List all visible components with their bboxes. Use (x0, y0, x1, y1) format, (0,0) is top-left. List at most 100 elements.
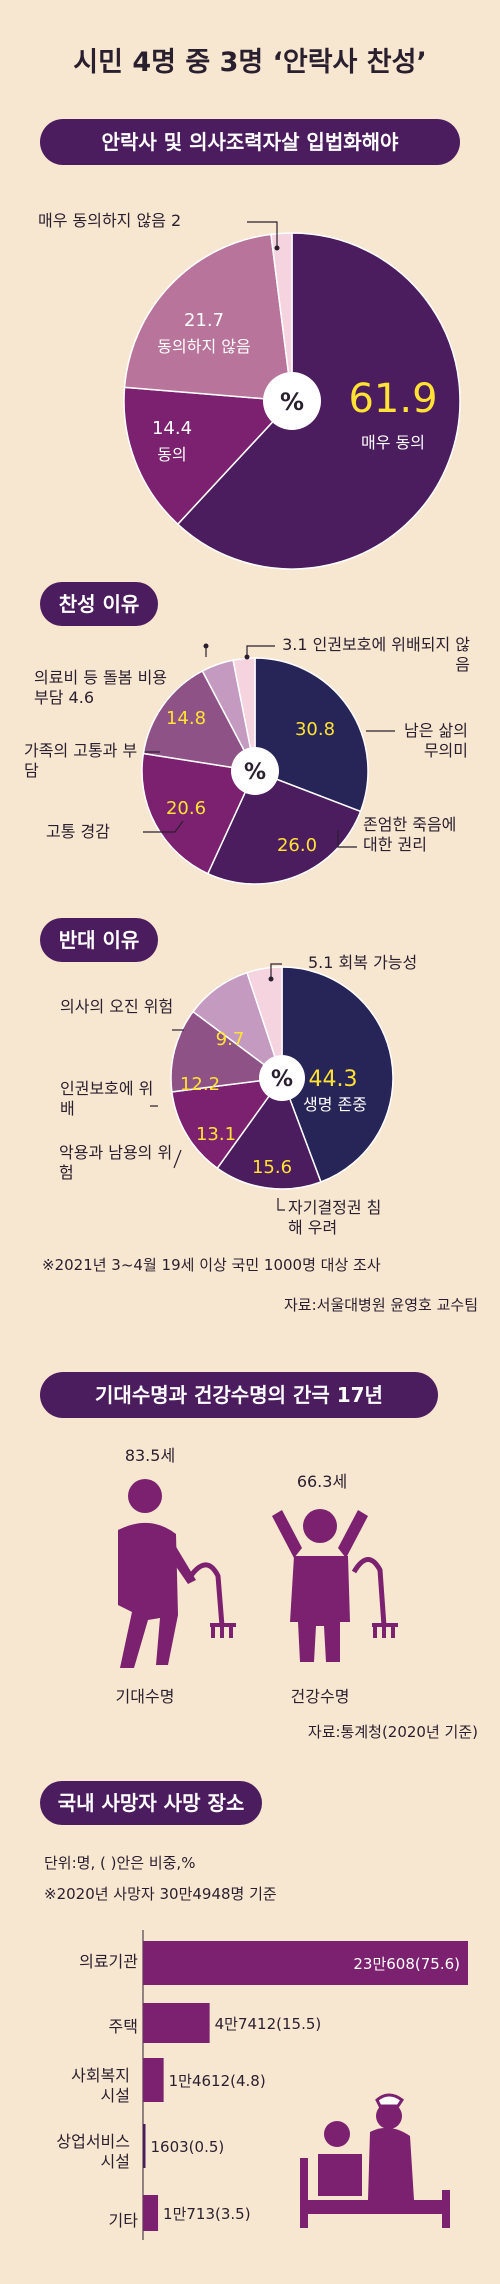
pie3-slice-0 (281, 966, 394, 1183)
pie2-slice-0 (254, 657, 369, 813)
pie1-label-strong-disagree: 매우 동의하지 않음 (38, 211, 166, 230)
pie3-leader-self (277, 1198, 285, 1211)
bar-0 (143, 1941, 468, 1985)
pie3-slice-5 (246, 966, 283, 1079)
pie1-value-very-agree: 61.9 (348, 376, 437, 422)
bar-value-label-2: 1만4612(4.8) (169, 2072, 266, 2090)
bar-1 (143, 2003, 210, 2043)
pie3-slice-1 (216, 1076, 322, 1190)
pie1-value-agree: 14.4 (152, 418, 192, 439)
bar-marks: 23만608(75.6) 4만7412(15.5) 1만4612(4.8) 1603(… (142, 1930, 468, 2240)
pie3-value-misdiag: 9.7 (216, 1029, 245, 1050)
pie2-label-meaningless: 남은 삶의 무의미 (404, 721, 468, 760)
pie1-label-very-agree: 매우 동의 (361, 433, 425, 452)
pie3-value-rights: 12.2 (180, 1074, 220, 1095)
pie2-label-rights: 인권보호에 위배되지 않음 (312, 635, 470, 674)
pie2-slice-2 (141, 752, 257, 875)
elderly-person-icon (118, 1479, 196, 1668)
bar-value-label-0: 23만608(75.6) (353, 1955, 460, 1973)
healthy-person-icon (272, 1509, 368, 1662)
pie1-slice-1 (123, 386, 294, 526)
pie3-recovery: 5.1 회복 가능성 (308, 953, 417, 973)
pie3-label-misdiag: 의사의 오진 위험 (60, 997, 174, 1016)
pie2-slice-3 (142, 669, 257, 772)
bar-value-label-3: 1603(0.5) (151, 2138, 225, 2156)
pie2-value-dignity: 26.0 (277, 835, 317, 856)
bar-category-1: 주택 (108, 2017, 138, 2036)
page-title: 시민 4명 중 3명 ‘안락사 찬성’ (73, 47, 427, 78)
pie3-value-self: 15.6 (252, 1157, 292, 1178)
pie1-leader-dot (274, 245, 280, 251)
pie2-label-pain: 고통 경감 (46, 822, 110, 841)
bar-4 (143, 2195, 159, 2231)
pie2-leader-rights-dot (244, 654, 250, 660)
pie2-value-meaningless: 30.8 (295, 719, 335, 740)
pie1-title: 안락사 및 의사조력자살 입법화해야 (40, 119, 460, 165)
pie2-value-pain: 20.6 (166, 798, 206, 819)
pie2-slice-5 (232, 657, 256, 772)
pie3-label-life: 생명 존중 (303, 1095, 367, 1114)
pie3-slices (170, 966, 394, 1190)
cane-icon-left (185, 1562, 225, 1627)
bar-unit-note: 단위:명, ( )안은 비중,% (44, 1854, 196, 1872)
pie1-value-strong-disagree: 2 (171, 211, 182, 230)
pie3-label-abuse: 악용과 남용의 위험 (59, 1143, 173, 1182)
pie3-slice-3 (170, 1010, 284, 1093)
pie2-value-family: 14.8 (166, 708, 206, 729)
health-expectancy-value: 66.3세 (297, 1472, 347, 1491)
pie3-label-rights: 인권보호에 위배 (60, 1079, 154, 1118)
pie1-leader-strong-disagree (247, 221, 278, 248)
pie3-label-self: 자기결정권 침해 우려 (288, 1198, 382, 1237)
life-figures: 83.5세 66.3세 기대수명 건강수명 (116, 1446, 398, 1706)
pie3-leader-recovery (270, 963, 282, 979)
pie3-value-life: 44.3 (309, 1067, 358, 1092)
pie2-chart: % 30.8 26.0 20.6 14.8 (141, 643, 395, 885)
pie3-slice-2 (171, 1077, 284, 1170)
bar-category-2: 사회복지 시설 (71, 2066, 130, 2105)
pie3-title: 반대 이유 (40, 918, 158, 962)
pie3-center-symbol: % (271, 1067, 293, 1092)
pie1-strong-disagree: 매우 동의하지 않음 2 (38, 211, 181, 231)
pie3-center (259, 1055, 305, 1101)
source-snuh: 자료:서울대병원 윤영호 교수팀 (284, 1296, 478, 1314)
pie2-leader-cost-dot (203, 643, 209, 649)
pie2-leader-pain (143, 820, 184, 833)
pie2-label-dignity: 존엄한 죽음에 대한 권리 (363, 815, 457, 854)
bar-title: 국내 사망자 사망 장소 (40, 1781, 262, 1825)
bar-category-4: 기타 (108, 2211, 138, 2230)
cane-base-left (210, 1623, 236, 1638)
pie2-label-family: 가족의 고통과 부담 (24, 741, 138, 780)
pie2-leader-rights (246, 645, 275, 657)
pie1-value-disagree: 21.7 (184, 310, 224, 331)
bar-chart: 23만608(75.6) 4만7412(15.5) 1만4612(4.8) 1603(… (142, 1930, 468, 2240)
pie1-slice-2 (123, 233, 293, 402)
pie1-label-agree: 동의 (157, 445, 186, 464)
pie2-cost: 의료비 등 돌봄 비용 부담 4.6 (34, 668, 184, 708)
pie2-title: 찬성 이유 (40, 582, 158, 626)
health-expectancy-label: 건강수명 (291, 1687, 350, 1706)
pie2-center-symbol: % (244, 760, 266, 785)
bar-category-0: 의료기관 (79, 1952, 138, 1971)
source-statistics: 자료:통계청(2020년 기준) (307, 1723, 478, 1741)
pie3-label-recovery: 회복 가능성 (338, 953, 418, 972)
survey-note: ※2021년 3~4월 19세 이상 국민 1000명 대상 조사 (42, 1256, 381, 1274)
pie2-slices (141, 657, 369, 885)
cane-base-right (372, 1623, 398, 1638)
pie1-slice-3 (270, 232, 293, 402)
pie3-value-recovery: 5.1 (308, 953, 334, 972)
pie2-value-cost: 4.6 (68, 688, 94, 707)
pie1-center (263, 372, 321, 430)
patient-bed-icon (300, 2093, 450, 2228)
cane-icon-right (351, 1557, 387, 1627)
pie3-leader-recovery-dot (268, 976, 274, 982)
pie2-rights: 3.1 인권보호에 위배되지 않음 (280, 635, 470, 675)
bar-2 (143, 2058, 164, 2102)
pie2-slice-1 (206, 770, 362, 885)
bar-value-label-4: 1만713(3.5) (163, 2205, 251, 2223)
bar-3 (143, 2124, 146, 2168)
pie1-label-disagree: 동의하지 않음 (157, 337, 250, 356)
pie1-chart: % 61.9 매우 동의 14.4 동의 21.7 동의하지 않음 (123, 221, 461, 570)
pie3-chart: % 44.3 생명 존중 15.6 13.1 12.2 9.7 (150, 963, 394, 1211)
bar-value-label-1: 4만7412(15.5) (215, 2015, 322, 2033)
